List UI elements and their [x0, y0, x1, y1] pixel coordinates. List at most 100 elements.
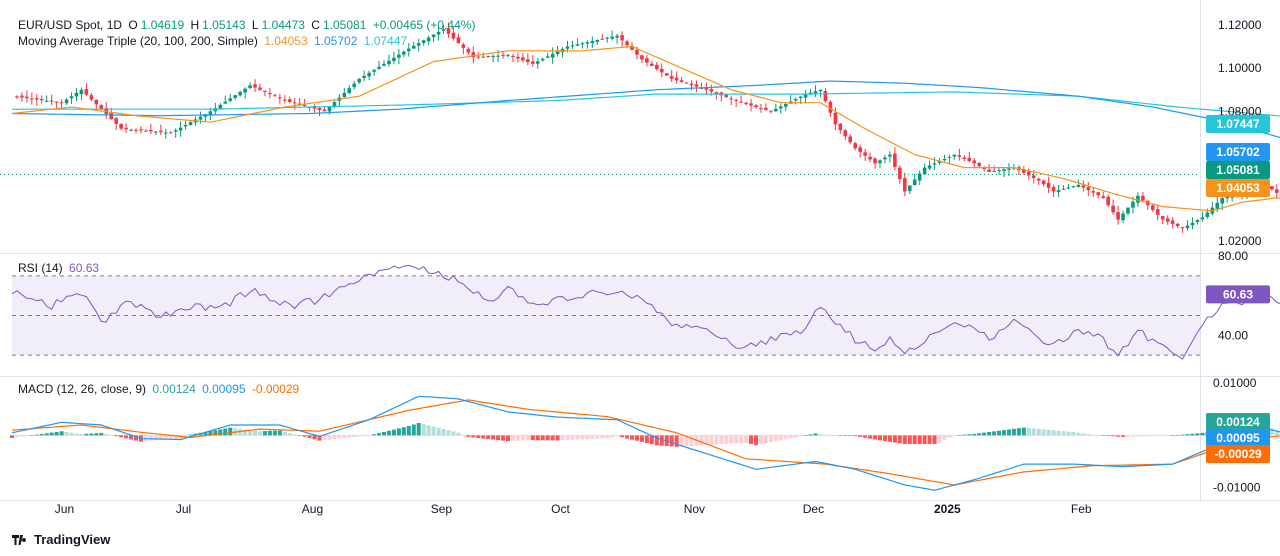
macd-histogram-bar: [754, 435, 758, 446]
macd-histogram-bar: [188, 434, 193, 436]
candle-body: [907, 185, 912, 192]
macd-histogram-bar: [1096, 435, 1101, 436]
price-pane: 1.12000 1.10000 1.08000 1.02000: [0, 18, 1280, 248]
candle-body: [233, 95, 237, 98]
candle-body: [679, 80, 684, 82]
candle-body: [1091, 191, 1096, 193]
macd-histogram-bar: [758, 435, 763, 445]
macd-histogram-bar: [987, 432, 992, 436]
candle-body: [1131, 201, 1135, 208]
macd-histogram-bar: [927, 435, 932, 445]
candle-body: [347, 88, 352, 94]
macd-tick-label: 0.01000: [1213, 376, 1257, 390]
candle-body: [332, 102, 337, 107]
macd-histogram-bar: [84, 433, 89, 436]
macd-histogram-bar: [1051, 430, 1056, 436]
time-tick-label: Feb: [1071, 502, 1092, 516]
macd-histogram-bar: [1006, 429, 1011, 436]
candle-body: [397, 54, 401, 58]
macd-histogram-bar: [962, 434, 967, 436]
candle-body: [659, 68, 664, 73]
macd-histogram-bar: [426, 425, 431, 436]
macd-histogram-bar: [530, 435, 535, 441]
candle-body: [932, 163, 937, 165]
low-label: L: [251, 18, 259, 32]
macd-histogram-bar: [104, 434, 109, 436]
candle-body: [248, 85, 252, 88]
candle-body: [387, 60, 391, 65]
macd-signal-value: -0.00029: [251, 382, 300, 396]
macd-histogram-bar: [1021, 427, 1026, 436]
candle-body: [253, 84, 257, 88]
macd-histogram-badge-label: 0.00124: [1216, 415, 1260, 429]
macd-histogram-bar: [808, 434, 813, 436]
macd-histogram-bar: [922, 435, 927, 445]
candle-body: [967, 157, 972, 162]
macd-histogram-bar: [441, 429, 446, 436]
macd-histogram-bar: [183, 435, 188, 437]
candle-body: [15, 96, 19, 98]
macd-histogram-bar: [967, 434, 972, 436]
macd-histogram-bar: [798, 435, 803, 437]
macd-histogram-bar: [406, 426, 411, 436]
candle-body: [1081, 185, 1086, 188]
macd-histogram-bar: [858, 435, 863, 437]
candle-body: [669, 76, 674, 79]
candle-body: [144, 130, 148, 132]
candle-body: [1076, 184, 1081, 187]
candle-body: [888, 154, 892, 157]
macd-histogram-bar: [937, 435, 942, 442]
candle-body: [749, 103, 753, 106]
candle-body: [173, 130, 178, 132]
candle-body: [1190, 222, 1195, 226]
candle-body: [268, 93, 272, 95]
macd-histogram-bar: [1116, 435, 1121, 437]
candle-body: [912, 179, 917, 186]
candle-body: [278, 97, 282, 99]
candle-body: [764, 107, 768, 110]
macd-histogram-bar: [843, 435, 848, 436]
macd-histogram-bar: [1076, 432, 1081, 436]
macd-histogram-bar: [119, 435, 124, 438]
macd-histogram-bar: [486, 435, 491, 440]
candle-body: [1151, 205, 1155, 211]
candle-body: [119, 124, 123, 129]
candle-body: [1205, 212, 1210, 217]
macd-histogram-bar: [218, 429, 223, 436]
candle-body: [178, 127, 183, 131]
candle-body: [575, 44, 580, 46]
candle-body: [734, 99, 738, 101]
candle-body: [481, 56, 485, 58]
macd-histogram-bar: [590, 435, 595, 439]
macd-histogram-bar: [525, 435, 530, 441]
macd-histogram-bar: [54, 431, 59, 436]
candle-body: [704, 87, 709, 90]
candle-body: [154, 131, 158, 133]
macd-signal-badge: [1206, 445, 1270, 463]
tradingview-logo[interactable]: TradingView: [12, 532, 110, 547]
candle-body: [1155, 209, 1160, 215]
macd-histogram-bar: [684, 435, 689, 447]
macd-histogram-bar: [461, 434, 466, 436]
candle-body: [580, 43, 585, 45]
candle-body: [511, 55, 515, 57]
ma200-badge-label: 1.07447: [1216, 117, 1260, 131]
candle-body: [258, 87, 262, 90]
candle-body: [1051, 186, 1056, 192]
macd-histogram-value: 0.00124: [152, 382, 196, 396]
macd-histogram-bar: [287, 433, 292, 436]
macd-histogram-bar: [704, 435, 709, 446]
macd-histogram-bar: [783, 435, 788, 440]
candle-body: [223, 101, 228, 104]
macd-histogram-bar: [575, 435, 580, 440]
price-legend: EUR/USD Spot, 1D O 1.04619 H 1.05143 L 1.04…: [18, 18, 478, 33]
candle-body: [531, 61, 535, 64]
macd-histogram-bar: [208, 431, 213, 436]
candle-body: [64, 99, 69, 104]
macd-histogram-bar: [823, 434, 828, 436]
candle-body: [496, 55, 500, 57]
ma20-badge-label: 1.04053: [1216, 181, 1260, 195]
candle-body: [645, 58, 649, 63]
macd-histogram-bar: [153, 435, 158, 441]
candle-body: [292, 102, 297, 104]
